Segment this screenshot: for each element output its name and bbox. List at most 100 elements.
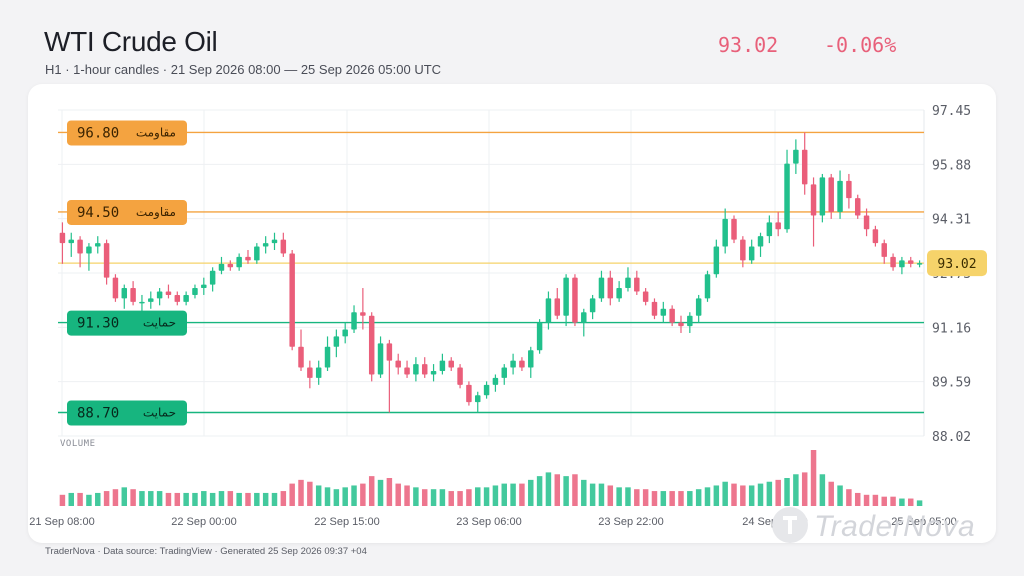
candle-body — [908, 260, 914, 264]
candle-body — [86, 246, 92, 254]
volume-bar — [201, 491, 207, 506]
candle-up — [899, 256, 905, 275]
candle-body — [722, 218, 728, 247]
candle-body — [448, 360, 454, 368]
volume-bar — [536, 476, 543, 506]
volume-bar — [899, 498, 905, 506]
candle-down — [890, 253, 896, 271]
candle-up — [660, 301, 667, 323]
tag-background — [67, 199, 187, 225]
candle-up — [916, 260, 923, 268]
support-tag: 88.70 حمایت — [67, 400, 187, 426]
candle-down — [466, 381, 472, 406]
candle-body — [854, 198, 861, 216]
candle-body — [103, 243, 110, 278]
candle-up — [581, 308, 587, 337]
volume-bar — [846, 489, 852, 506]
candle-body — [351, 312, 357, 330]
candle-down — [227, 260, 234, 271]
candle-down — [828, 173, 834, 219]
candle-body — [421, 364, 428, 375]
candle-body — [201, 284, 207, 289]
candle-body — [916, 263, 923, 265]
volume-bar — [59, 494, 66, 506]
volume-bar — [687, 491, 693, 506]
candle-up — [209, 267, 216, 292]
y-tick-label: 89.59 — [932, 376, 971, 391]
volume-bar — [324, 487, 331, 506]
candle-up — [501, 364, 507, 385]
candle-up — [342, 322, 348, 344]
candle-body — [457, 367, 463, 385]
volume-bar — [68, 492, 74, 506]
candle-body — [439, 360, 446, 372]
candle-body — [395, 360, 401, 368]
candle-body — [801, 149, 808, 185]
candle-body — [819, 177, 826, 216]
candle-body — [863, 215, 870, 230]
candle-body — [510, 360, 516, 368]
candle-body — [713, 246, 720, 275]
volume-bar — [740, 485, 746, 506]
volume-bar — [757, 483, 764, 506]
last-price-value: 93.02 — [937, 257, 976, 272]
candle-up — [262, 236, 269, 254]
candle-body — [333, 336, 340, 347]
candle-body — [554, 298, 561, 316]
candle-up — [271, 232, 278, 251]
volume-bar — [377, 479, 384, 506]
candle-down — [740, 236, 746, 268]
volume-bar — [439, 489, 446, 506]
volume-bar — [174, 492, 181, 506]
grid-lines — [58, 109, 925, 437]
candle-body — [607, 277, 614, 299]
candle-down — [165, 284, 172, 299]
candle-down — [298, 329, 304, 372]
candle-down — [554, 288, 561, 320]
candle-up — [722, 208, 728, 254]
candle-body — [59, 232, 66, 244]
volume-bar — [775, 479, 781, 506]
volume-bar — [713, 485, 720, 506]
candle-up — [704, 270, 711, 302]
candle-body — [307, 367, 313, 378]
candle-up — [510, 353, 516, 375]
candle-up — [68, 232, 74, 257]
candle-down — [572, 274, 578, 327]
volume-bar — [660, 491, 667, 506]
candle-body — [536, 322, 543, 351]
y-tick-label: 95.88 — [932, 158, 971, 173]
candle-up — [121, 284, 128, 309]
tag-background — [67, 400, 187, 426]
candle-up — [793, 139, 799, 174]
volume-bar — [908, 498, 914, 506]
candle-body — [413, 364, 419, 375]
volume-bar — [289, 483, 295, 506]
candle-down — [810, 177, 817, 247]
chart-subtitle: H1 · 1-hour candles · 21 Sep 2026 08:00 … — [45, 62, 442, 77]
tag-label: مقاومت — [136, 205, 176, 220]
candle-body — [368, 315, 375, 375]
candle-body — [262, 243, 269, 247]
candle-up — [324, 336, 331, 372]
candle-body — [793, 149, 799, 164]
support-tag: 91.30 حمایت — [67, 310, 187, 336]
candle-body — [174, 294, 181, 302]
candle-body — [342, 329, 348, 337]
volume-bar — [130, 489, 136, 506]
tag-value: 91.30 — [77, 316, 119, 332]
candle-up — [192, 284, 198, 299]
volume-bar — [77, 492, 83, 506]
volume-bar — [598, 483, 605, 506]
candle-body — [704, 274, 711, 299]
volume-bar — [466, 489, 472, 506]
candle-body — [687, 315, 693, 327]
candles — [59, 132, 923, 413]
candle-up — [784, 149, 790, 233]
candle-body — [280, 239, 287, 254]
tag-label: مقاومت — [136, 125, 176, 140]
chart-card — [28, 84, 996, 543]
candle-up — [95, 236, 101, 254]
